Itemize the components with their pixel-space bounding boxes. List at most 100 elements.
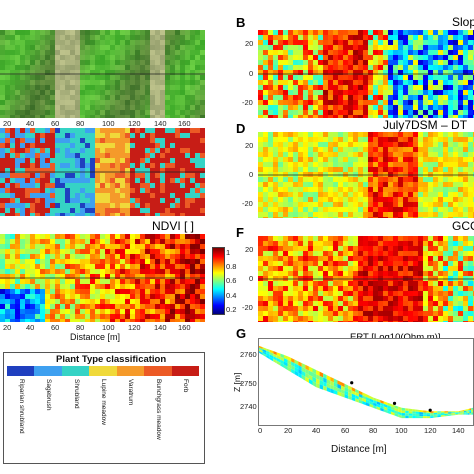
ert-cell xyxy=(294,359,299,366)
gcc-pixel xyxy=(373,291,379,297)
gcc-pixel xyxy=(453,241,459,247)
gcc-pixel xyxy=(468,311,474,317)
slope-pixel xyxy=(288,30,294,36)
ndvi-pixel xyxy=(0,274,6,280)
slope-pixel xyxy=(318,85,324,91)
slope-pixel xyxy=(328,100,334,106)
gcc-pixel xyxy=(343,281,349,287)
class-pixel xyxy=(135,193,141,199)
slope-pixel xyxy=(258,95,264,101)
class-pixel xyxy=(15,213,21,216)
class-pixel xyxy=(85,163,91,169)
class-pixel xyxy=(60,183,66,189)
ndvi-pixel xyxy=(85,234,91,240)
class-pixel xyxy=(190,158,196,164)
ndvi-pixel xyxy=(165,249,171,255)
gcc-pixel xyxy=(313,286,319,292)
ndvi-pixel xyxy=(150,319,156,322)
ndvi-pixel xyxy=(0,244,6,250)
slope-pixel xyxy=(443,100,449,106)
class-pixel xyxy=(55,143,61,149)
class-pixel xyxy=(100,213,106,216)
slope-pixel xyxy=(268,95,274,101)
gcc-pixel xyxy=(378,266,384,272)
ndvi-pixel xyxy=(55,249,61,255)
dsm-pixel xyxy=(448,152,454,158)
dsm-pixel xyxy=(328,182,334,188)
dsm-pixel xyxy=(323,212,329,218)
slope-pixel xyxy=(418,55,424,61)
class-pixel xyxy=(165,188,171,194)
gcc-pixel xyxy=(388,296,394,302)
ert-cell xyxy=(469,408,472,411)
gcc-pixel xyxy=(278,311,284,317)
aerial-pixel xyxy=(25,115,31,118)
dsm-pixel xyxy=(448,162,454,168)
class-pixel xyxy=(15,208,21,214)
ndvi-pixel xyxy=(75,284,81,290)
aerial-pixel xyxy=(20,30,26,36)
class-pixel xyxy=(130,138,136,144)
ert-cell xyxy=(362,392,366,397)
class-pixel xyxy=(165,168,171,174)
class-pixel xyxy=(85,198,91,204)
class-pixel xyxy=(130,173,136,179)
gcc-pixel xyxy=(293,296,299,302)
colorbar-step xyxy=(213,299,224,301)
dsm-pixel xyxy=(463,182,469,188)
dsm-pixel xyxy=(468,152,474,158)
gcc-pixel xyxy=(328,266,334,272)
ndvi-pixel xyxy=(50,274,56,280)
dsm-pixel xyxy=(418,192,424,198)
ert-cell xyxy=(351,390,356,396)
class-pixel xyxy=(155,133,161,139)
gcc-pixel xyxy=(388,261,394,267)
slope-pixel xyxy=(378,95,384,101)
class-pixel xyxy=(160,183,166,189)
aerial-pixel xyxy=(160,105,166,111)
class-pixel xyxy=(115,158,121,164)
gcc-pixel xyxy=(403,286,409,292)
slope-pixel xyxy=(353,40,359,46)
dsm-pixel xyxy=(393,167,399,173)
slope-pixel xyxy=(388,80,394,86)
aerial-pixel xyxy=(150,45,156,51)
aerial-pixel xyxy=(165,105,171,111)
aerial-pixel xyxy=(5,80,11,86)
ndvi-pixel xyxy=(80,304,86,310)
aerial-pixel xyxy=(60,110,66,116)
aerial-pixel xyxy=(50,40,56,46)
gcc-pixel xyxy=(373,246,379,252)
ndvi-pixel xyxy=(185,264,191,270)
slope-pixel xyxy=(393,80,399,86)
slope-pixel xyxy=(323,30,329,36)
aerial-pixel xyxy=(130,105,136,111)
gcc-pixel xyxy=(368,246,374,252)
gcc-pixel xyxy=(448,311,454,317)
slope-pixel xyxy=(438,75,444,81)
class-pixel xyxy=(185,188,191,194)
slope-pixel xyxy=(328,65,334,71)
aerial-pixel xyxy=(200,115,205,118)
slope-pixel xyxy=(363,75,369,81)
dsm-pixel xyxy=(413,167,419,173)
dsm-pixel xyxy=(403,217,409,218)
slope-pixel xyxy=(383,95,389,101)
dsm-pixel xyxy=(298,192,304,198)
dsm-pixel xyxy=(358,182,364,188)
gcc-pixel xyxy=(333,261,339,267)
ndvi-pixel xyxy=(85,309,91,315)
aerial-pixel xyxy=(35,35,41,41)
class-pixel xyxy=(75,178,81,184)
gcc-pixel xyxy=(438,301,444,307)
slope-pixel xyxy=(438,60,444,66)
ndvi-pixel xyxy=(65,249,71,255)
class-pixel xyxy=(175,163,181,169)
gcc-pixel xyxy=(348,306,354,312)
aerial-pixel xyxy=(40,45,46,51)
aerial-pixel xyxy=(195,95,201,101)
ndvi-pixel xyxy=(155,244,161,250)
dsm-pixel xyxy=(313,142,319,148)
dsm-pixel xyxy=(313,207,319,213)
slope-pixel xyxy=(283,45,289,51)
